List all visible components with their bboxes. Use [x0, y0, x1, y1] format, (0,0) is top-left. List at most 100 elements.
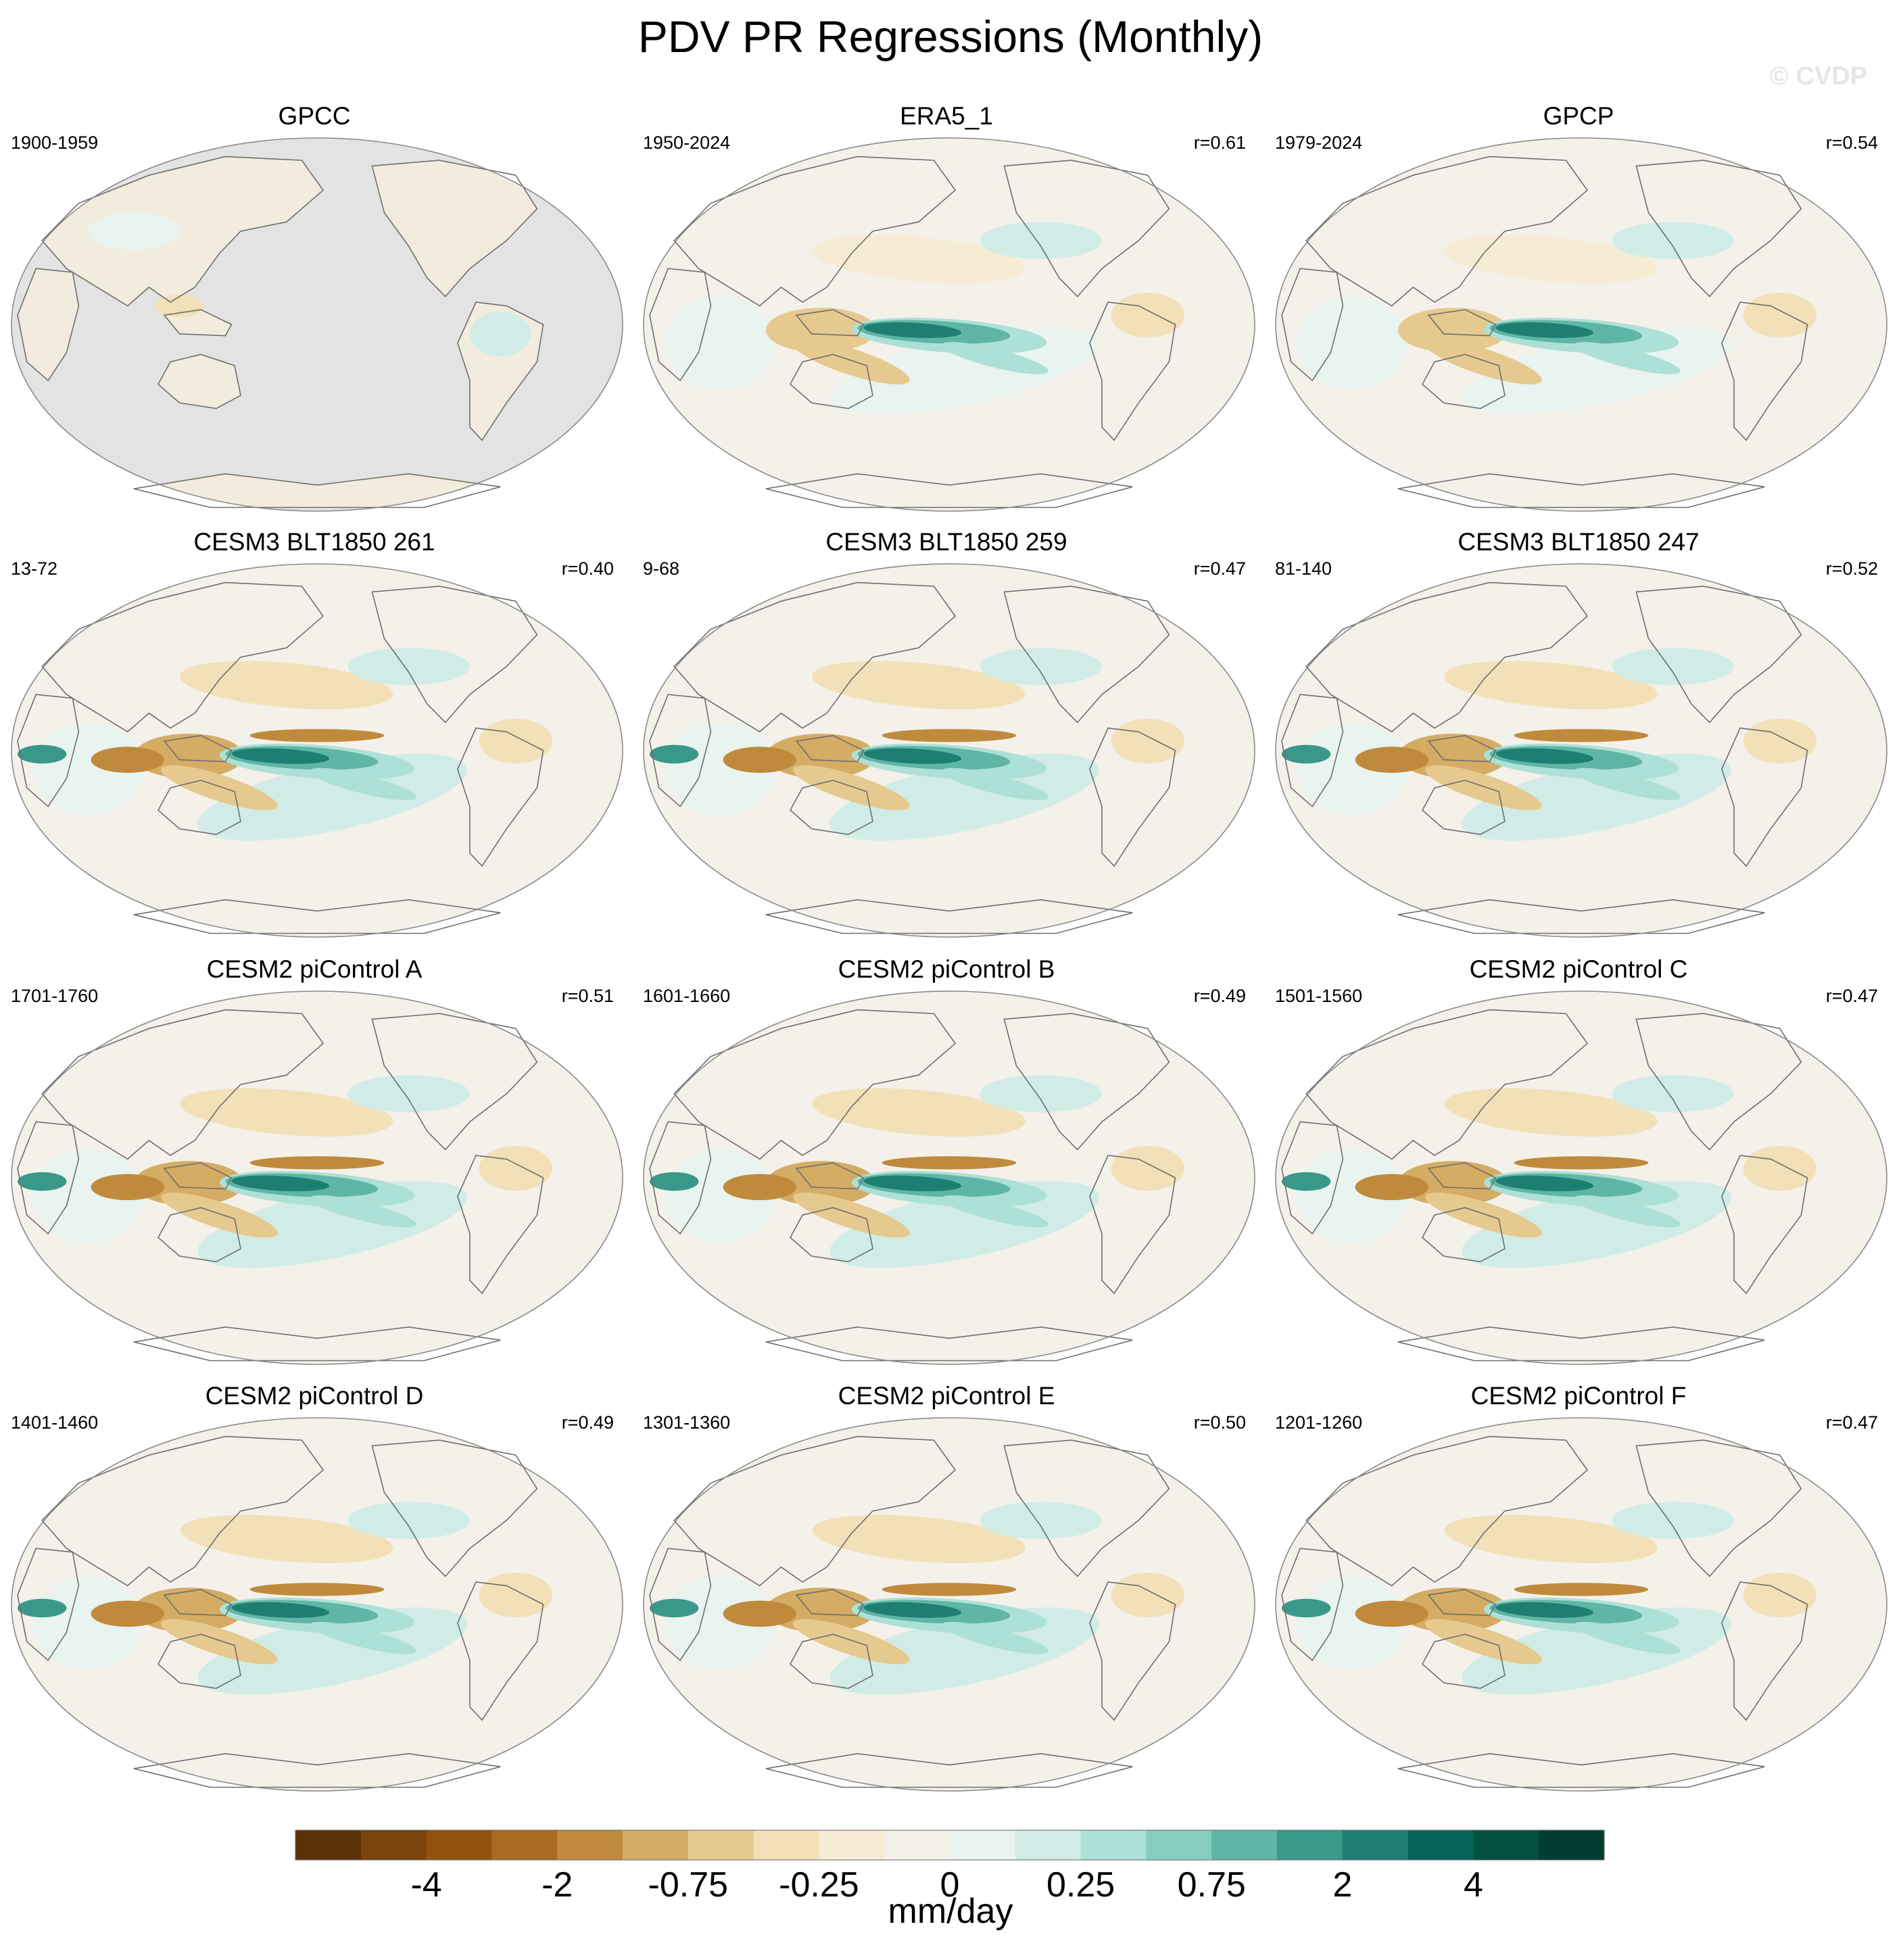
australia-outline	[157, 1633, 241, 1690]
wet-anomaly	[231, 1175, 330, 1191]
dry-anomaly	[1355, 1174, 1428, 1201]
asia-outline	[41, 1435, 324, 1587]
land-field	[18, 268, 79, 381]
wet-anomaly	[1495, 1602, 1594, 1618]
africa-outline	[17, 268, 80, 382]
panel-period: 81-140	[1275, 558, 1332, 579]
south-america-outline	[1721, 302, 1808, 441]
panel-title: CESM2 piControl D	[205, 1382, 424, 1410]
map-border	[643, 563, 1255, 938]
dry-anomaly	[1397, 734, 1508, 779]
wet-anomaly	[347, 1075, 470, 1113]
maritime-continent-outline	[1427, 1162, 1497, 1190]
dry-anomaly	[793, 1192, 910, 1238]
panel-title: CESM2 piControl F	[1470, 1382, 1687, 1410]
dry-anomaly	[180, 1514, 393, 1564]
dry-anomaly	[479, 1573, 552, 1618]
panel-title: CESM2 piControl B	[838, 955, 1055, 983]
wet-anomaly	[665, 1149, 775, 1243]
wet-anomaly	[309, 1195, 416, 1228]
dry-anomaly	[812, 1088, 1026, 1137]
wet-anomaly	[347, 648, 470, 686]
colorbar-units: mm/day	[888, 1892, 1013, 1931]
regression-field	[18, 648, 552, 841]
wet-anomaly	[941, 341, 1049, 375]
colorbar-swatch	[1015, 1830, 1082, 1860]
dry-anomaly	[882, 1583, 1017, 1596]
australia-outline	[157, 780, 241, 836]
maritime-continent-outline	[163, 1589, 233, 1617]
map-border	[1275, 563, 1887, 938]
colorbar-swatch	[688, 1830, 754, 1860]
colorbar-swatch	[753, 1830, 819, 1860]
dry-anomaly	[479, 1146, 552, 1191]
antarctica-outline	[1397, 1326, 1765, 1362]
wet-anomaly	[941, 767, 1049, 800]
dry-anomaly	[1111, 293, 1184, 338]
dry-anomaly	[882, 729, 1017, 742]
dry-anomaly	[1444, 661, 1658, 710]
wet-anomaly	[1612, 222, 1734, 260]
dry-anomaly	[161, 765, 278, 811]
wet-anomaly	[1495, 748, 1594, 764]
map	[11, 990, 623, 1365]
dry-anomaly	[133, 734, 244, 779]
panel-correlation: r=0.49	[561, 1412, 614, 1433]
map	[1275, 990, 1887, 1365]
dry-anomaly	[1425, 1619, 1542, 1665]
australia-outline	[789, 354, 873, 410]
wet-anomaly	[650, 1172, 699, 1191]
antarctica-outline	[133, 899, 501, 934]
australia-outline	[157, 354, 241, 410]
asia-outline	[41, 156, 324, 307]
antarctica-outline	[765, 1326, 1133, 1362]
colorbar-swatch	[1407, 1830, 1474, 1860]
dry-anomaly	[1397, 1587, 1508, 1633]
map	[11, 1417, 623, 1792]
panel-period: 1501-1560	[1275, 986, 1363, 1006]
regression-field	[1282, 1075, 1816, 1268]
panel-correlation: r=0.51	[561, 986, 614, 1006]
colorbar-swatch	[295, 1830, 362, 1860]
wet-anomaly	[347, 1502, 470, 1539]
dry-anomaly	[180, 1088, 393, 1137]
map-panel: CESM3 BLT1850 261 13-72 r=0.40	[0, 527, 629, 940]
wet-anomaly	[1612, 648, 1734, 686]
wet-anomaly	[1612, 1075, 1734, 1113]
dry-anomaly	[723, 746, 796, 773]
wet-anomaly	[650, 744, 699, 764]
asia-outline	[673, 1435, 957, 1587]
map	[643, 137, 1255, 512]
map-panel: GPCP 1979-2024 r=0.54	[1264, 101, 1893, 514]
wet-anomaly	[1282, 744, 1331, 764]
africa-outline	[649, 268, 712, 382]
dry-anomaly	[1514, 729, 1649, 742]
dry-anomaly	[765, 1587, 876, 1633]
dry-anomaly	[133, 1161, 244, 1206]
dry-anomaly	[91, 746, 164, 773]
wet-anomaly	[980, 222, 1102, 260]
wet-anomaly	[941, 1195, 1049, 1228]
asia-outline	[673, 1009, 957, 1160]
dry-anomaly	[723, 1600, 796, 1627]
regression-field	[1282, 1502, 1816, 1695]
wet-anomaly	[1282, 1598, 1331, 1618]
dry-anomaly	[793, 339, 910, 385]
dry-anomaly	[161, 1192, 278, 1238]
dry-anomaly	[1743, 293, 1816, 338]
south-america-outline	[1089, 1155, 1176, 1295]
wet-anomaly	[32, 1576, 143, 1670]
dry-anomaly	[1514, 1156, 1649, 1170]
antarctica-outline	[1397, 473, 1765, 508]
dry-anomaly	[765, 308, 876, 353]
antarctica-outline	[133, 473, 501, 508]
wet-anomaly	[980, 1075, 1102, 1113]
regression-field	[665, 222, 1184, 415]
south-america-outline	[1721, 1581, 1808, 1721]
colorbar-swatch	[623, 1830, 689, 1860]
panel-correlation: r=0.47	[1825, 1412, 1878, 1433]
australia-outline	[789, 1207, 873, 1263]
regression-field	[1297, 222, 1816, 415]
map-border	[11, 137, 623, 512]
panel-title: ERA5_1	[900, 102, 993, 130]
